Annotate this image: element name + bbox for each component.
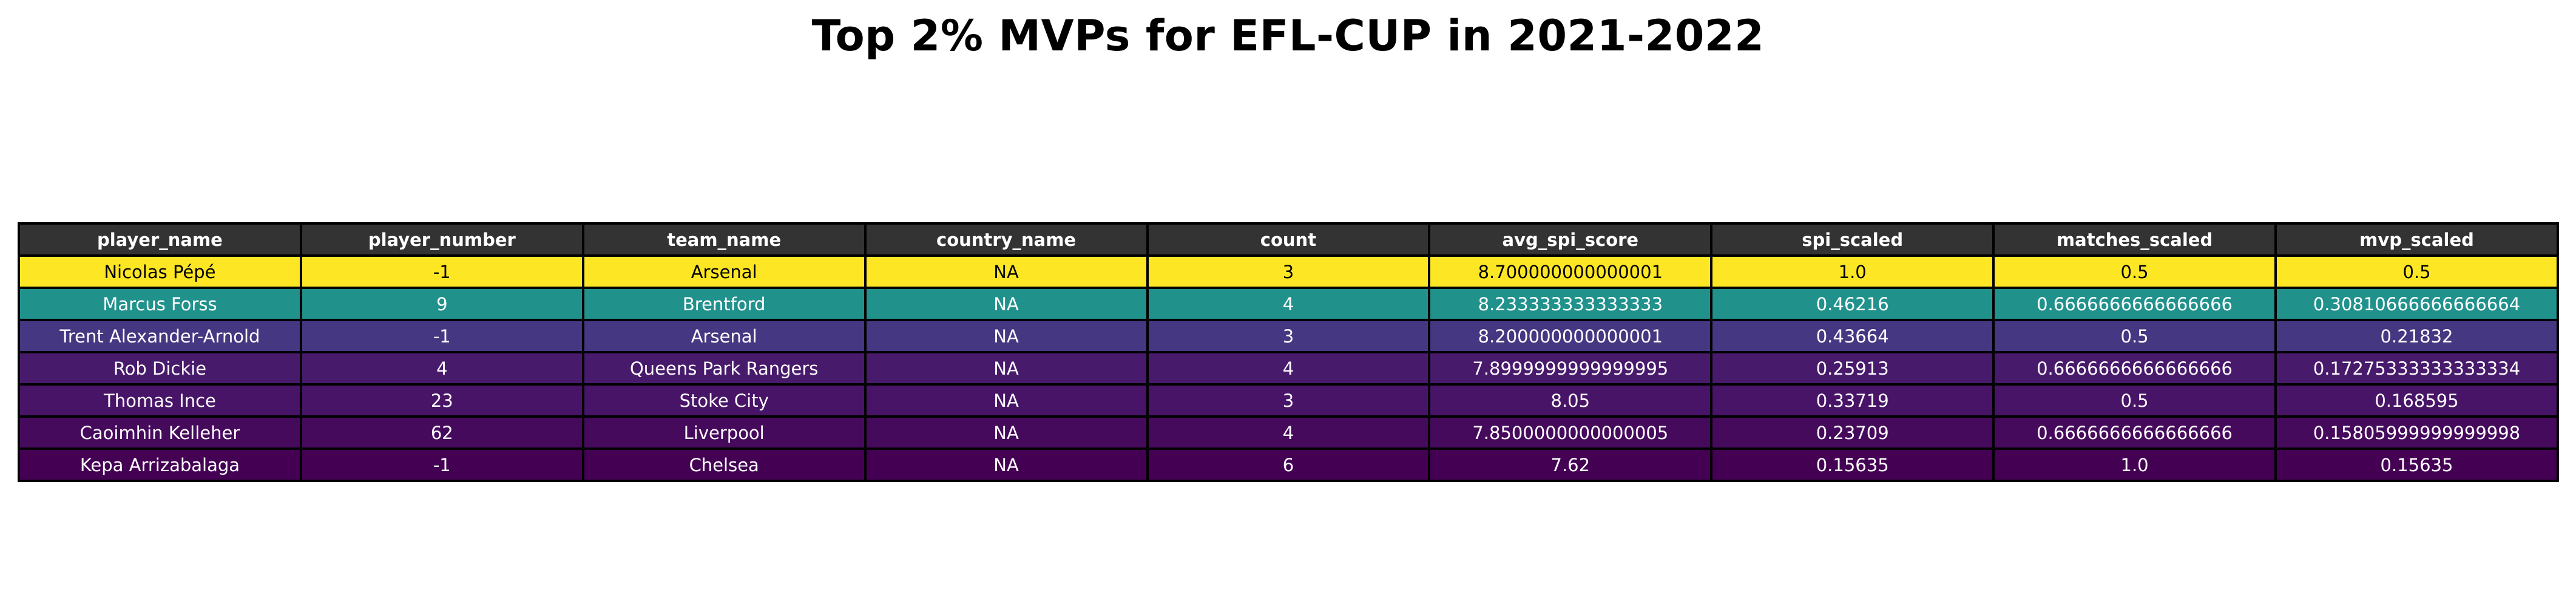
cell-matches-scaled: 0.6666666666666666 <box>1992 287 2277 321</box>
cell-avg-spi-score: 7.8999999999999995 <box>1428 351 1713 386</box>
cell-count: 3 <box>1146 254 1431 289</box>
cell-mvp-scaled: 0.21832 <box>2274 319 2559 353</box>
cell-avg-spi-score: 8.233333333333333 <box>1428 287 1713 321</box>
table-row: Rob Dickie 4 Queens Park Rangers NA 4 7.89999… <box>18 351 2559 386</box>
table-row: Trent Alexander-Arnold -1 Arsenal NA 3 8.2000… <box>18 319 2559 353</box>
cell-matches-scaled: 1.0 <box>1992 447 2277 482</box>
table-row: Thomas Ince 23 Stoke City NA 3 8.05 0.33719 0.5… <box>18 383 2559 418</box>
cell-spi-scaled: 1.0 <box>1710 254 1995 289</box>
cell-count: 3 <box>1146 319 1431 353</box>
cell-country-name: NA <box>864 447 1149 482</box>
cell-spi-scaled: 0.23709 <box>1710 415 1995 450</box>
cell-team-name: Liverpool <box>581 415 867 450</box>
cell-avg-spi-score: 8.700000000000001 <box>1428 254 1713 289</box>
cell-player-number: 62 <box>299 415 584 450</box>
cell-matches-scaled: 0.6666666666666666 <box>1992 415 2277 450</box>
cell-player-number: -1 <box>299 447 584 482</box>
cell-player-name: Kepa Arrizabalaga <box>18 447 302 482</box>
cell-country-name: NA <box>864 415 1149 450</box>
cell-player-number: -1 <box>299 319 584 353</box>
cell-team-name: Chelsea <box>581 447 867 482</box>
cell-team-name: Arsenal <box>581 319 867 353</box>
cell-team-name: Stoke City <box>581 383 867 418</box>
cell-player-name: Caoimhin Kelleher <box>18 415 302 450</box>
cell-country-name: NA <box>864 254 1149 289</box>
cell-avg-spi-score: 8.05 <box>1428 383 1713 418</box>
table-row: Kepa Arrizabalaga -1 Chelsea NA 6 7.62 0.15635… <box>18 447 2559 482</box>
column-header-team-name: team_name <box>581 222 867 257</box>
cell-count: 6 <box>1146 447 1431 482</box>
cell-spi-scaled: 0.43664 <box>1710 319 1995 353</box>
cell-mvp-scaled: 0.168595 <box>2274 383 2559 418</box>
cell-country-name: NA <box>864 383 1149 418</box>
cell-avg-spi-score: 7.8500000000000005 <box>1428 415 1713 450</box>
table-header-row: player_name player_number team_name country… <box>18 222 2559 257</box>
cell-player-number: 4 <box>299 351 584 386</box>
table-row: Nicolas Pépé -1 Arsenal NA 3 8.70000000000000… <box>18 254 2559 289</box>
cell-count: 3 <box>1146 383 1431 418</box>
cell-country-name: NA <box>864 351 1149 386</box>
cell-mvp-scaled: 0.17275333333333334 <box>2274 351 2559 386</box>
cell-spi-scaled: 0.15635 <box>1710 447 1995 482</box>
cell-avg-spi-score: 7.62 <box>1428 447 1713 482</box>
cell-country-name: NA <box>864 319 1149 353</box>
cell-count: 4 <box>1146 287 1431 321</box>
column-header-mvp-scaled: mvp_scaled <box>2274 222 2559 257</box>
cell-player-name: Thomas Ince <box>18 383 302 418</box>
cell-count: 4 <box>1146 415 1431 450</box>
cell-player-number: 23 <box>299 383 584 418</box>
cell-mvp-scaled: 0.30810666666666664 <box>2274 287 2559 321</box>
cell-matches-scaled: 0.5 <box>1992 254 2277 289</box>
chart-title: Top 2% MVPs for EFL-CUP in 2021-2022 <box>811 11 1765 61</box>
cell-player-name: Marcus Forss <box>18 287 302 321</box>
cell-player-number: -1 <box>299 254 584 289</box>
cell-mvp-scaled: 0.15635 <box>2274 447 2559 482</box>
cell-team-name: Arsenal <box>581 254 867 289</box>
cell-spi-scaled: 0.46216 <box>1710 287 1995 321</box>
cell-mvp-scaled: 0.5 <box>2274 254 2559 289</box>
table-row: Marcus Forss 9 Brentford NA 4 8.2333333333333… <box>18 287 2559 321</box>
cell-team-name: Queens Park Rangers <box>581 351 867 386</box>
column-header-matches-scaled: matches_scaled <box>1992 222 2277 257</box>
column-header-count: count <box>1146 222 1431 257</box>
cell-count: 4 <box>1146 351 1431 386</box>
column-header-avg-spi-score: avg_spi_score <box>1428 222 1713 257</box>
column-header-player-name: player_name <box>18 222 302 257</box>
column-header-spi-scaled: spi_scaled <box>1710 222 1995 257</box>
cell-matches-scaled: 0.5 <box>1992 383 2277 418</box>
cell-mvp-scaled: 0.15805999999999998 <box>2274 415 2559 450</box>
cell-matches-scaled: 0.5 <box>1992 319 2277 353</box>
column-header-player-number: player_number <box>299 222 584 257</box>
cell-player-name: Trent Alexander-Arnold <box>18 319 302 353</box>
cell-team-name: Brentford <box>581 287 867 321</box>
cell-player-number: 9 <box>299 287 584 321</box>
table-body: Nicolas Pépé -1 Arsenal NA 3 8.70000000000000… <box>18 254 2559 482</box>
cell-spi-scaled: 0.25913 <box>1710 351 1995 386</box>
table-row: Caoimhin Kelleher 62 Liverpool NA 4 7.8500000… <box>18 415 2559 450</box>
cell-player-name: Nicolas Pépé <box>18 254 302 289</box>
cell-avg-spi-score: 8.200000000000001 <box>1428 319 1713 353</box>
cell-country-name: NA <box>864 287 1149 321</box>
mvp-table: player_name player_number team_name country… <box>18 222 2559 482</box>
cell-spi-scaled: 0.33719 <box>1710 383 1995 418</box>
column-header-country-name: country_name <box>864 222 1149 257</box>
cell-matches-scaled: 0.6666666666666666 <box>1992 351 2277 386</box>
cell-player-name: Rob Dickie <box>18 351 302 386</box>
